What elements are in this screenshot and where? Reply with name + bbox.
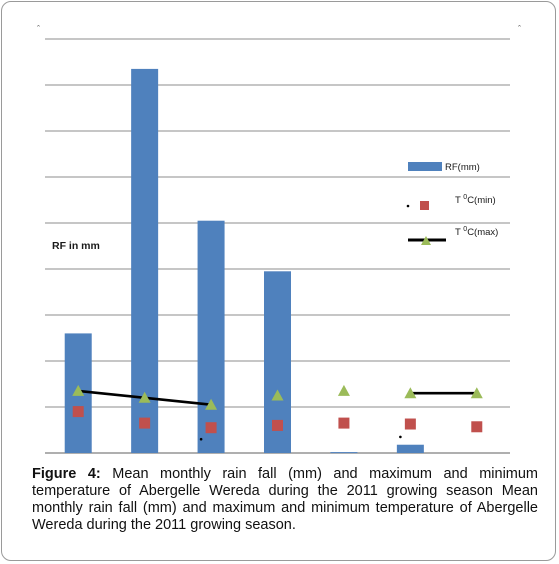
legend-rf-label: RF(mm) bbox=[445, 162, 480, 173]
corner-mark-left: ˆ bbox=[37, 24, 40, 34]
dot-marker bbox=[199, 437, 203, 441]
tmin-marker bbox=[272, 419, 283, 431]
tmax-marker bbox=[470, 387, 483, 399]
tmin-marker bbox=[471, 421, 483, 433]
figure-caption: Figure 4: Mean monthly rain fall (mm) an… bbox=[32, 466, 538, 534]
corner-mark-right: ˆ bbox=[518, 24, 521, 34]
dot-marker bbox=[399, 435, 402, 439]
tmax-marker bbox=[404, 387, 417, 399]
rf-bar bbox=[131, 68, 159, 454]
caption-text: Mean monthly rain fall (mm) and maximum … bbox=[32, 466, 539, 533]
caption-label: Figure 4: bbox=[32, 466, 101, 482]
legend-tmin-swatch bbox=[420, 201, 429, 210]
tmin-markers bbox=[72, 406, 483, 434]
legend-tmax-swatch bbox=[421, 236, 431, 245]
dot-markers bbox=[199, 435, 402, 441]
rf-bar bbox=[330, 452, 358, 454]
tmax-marker bbox=[72, 384, 85, 396]
tmin-marker bbox=[139, 417, 151, 429]
tmax-marker bbox=[205, 398, 218, 410]
legend: RF(mm) T 0C(min) T 0C(max) bbox=[406, 162, 498, 245]
rf-bar bbox=[197, 220, 225, 453]
legend-tmin-dot bbox=[406, 204, 410, 208]
tmin-marker bbox=[72, 406, 84, 418]
rainfall-temperature-chart: RF in mm RF(mm) T 0C(min) T 0C(max) ˆ ˆ bbox=[37, 24, 521, 454]
gridlines bbox=[45, 38, 510, 454]
tmax-marker bbox=[337, 384, 350, 396]
tmax-marker bbox=[271, 389, 284, 401]
tmax-markers bbox=[72, 384, 483, 410]
tmin-marker bbox=[404, 418, 416, 430]
legend-tmax-label: T 0C(max) bbox=[455, 226, 498, 238]
y-axis-label: RF in mm bbox=[52, 240, 100, 252]
rf-bar bbox=[396, 444, 424, 453]
tmin-marker bbox=[338, 417, 350, 429]
legend-rf-swatch bbox=[408, 162, 442, 171]
tmin-marker bbox=[205, 422, 217, 434]
legend-tmin-label: T 0C(min) bbox=[455, 194, 496, 206]
tmax-marker bbox=[138, 391, 151, 403]
rainfall-bars bbox=[64, 68, 424, 454]
